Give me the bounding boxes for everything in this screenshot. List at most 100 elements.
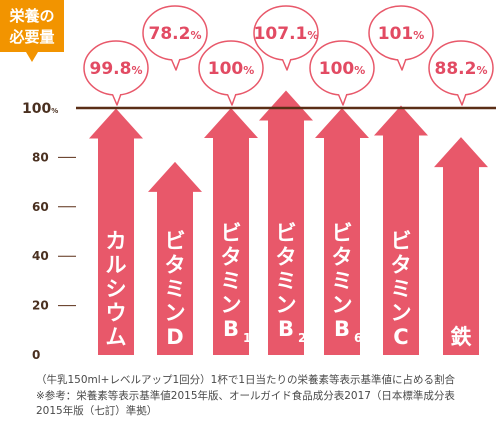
bubble-tail-fill xyxy=(227,92,236,102)
bubble-tail-fill xyxy=(171,57,180,67)
bar-label-char: ン xyxy=(391,301,412,325)
bar-label-char: D xyxy=(166,325,183,349)
value-bubble: 107.1% xyxy=(253,5,319,71)
badge-text-line-1: 栄養の xyxy=(8,7,54,25)
footnote-line-2: ※参考：栄養素等表示基準値2015年版、オールガイド食品成分表2017（日本標準… xyxy=(36,389,455,402)
bubble-value-unit: % xyxy=(413,29,424,42)
bar-label-char: ビ xyxy=(276,221,297,245)
value-bubble: 88.2% xyxy=(428,40,494,106)
bubble-tail-fill xyxy=(338,92,347,102)
footnote: （牛乳150ml+レベルアップ1回分）1杯で1日当たりの栄養素等表示基準値に占め… xyxy=(36,373,496,420)
bar-label-subscript: 1 xyxy=(243,331,251,345)
bar xyxy=(259,90,313,355)
bar-label-char: ム xyxy=(106,325,127,349)
bar-label-char: タ xyxy=(276,245,297,269)
bubble-value-unit: % xyxy=(131,64,142,77)
value-bubble: 78.2% xyxy=(142,5,208,71)
bar-group: ビタミン B 2 xyxy=(259,90,313,355)
bubble-value-label: 100% xyxy=(208,59,255,79)
bubble-value-unit: % xyxy=(190,29,201,42)
y-tick-label: 80 xyxy=(32,150,49,164)
value-bubble: 101% xyxy=(368,5,434,71)
bar xyxy=(204,108,258,355)
bar-label-char: ビ xyxy=(165,229,186,253)
badge-pointer xyxy=(26,52,38,62)
bar-label-char: ビ xyxy=(332,221,353,245)
bar-label-char: B xyxy=(223,317,239,341)
bar-label-subscript: 2 xyxy=(298,331,306,345)
bubble-tail-fill xyxy=(457,92,466,102)
bubble-value-number: 101 xyxy=(378,24,414,44)
bar-label: 鉄 xyxy=(451,325,472,349)
bubble-value-label: 107.1% xyxy=(254,24,319,44)
y-tick-label: 20 xyxy=(32,299,49,313)
bubble-value-label: 101% xyxy=(378,24,425,44)
value-bubble: 99.8% xyxy=(83,40,149,106)
bar xyxy=(148,161,202,355)
bar-label-char: C xyxy=(393,325,408,349)
footnote-line-3: 2015年版（七訂）準拠） xyxy=(36,405,158,417)
bar-label-char: タ xyxy=(391,253,412,277)
bar-label: ビタミン B xyxy=(332,221,353,341)
bar-label-char: ビ xyxy=(221,221,242,245)
bar-label-char: カ xyxy=(106,229,127,253)
bubble-tail-fill xyxy=(397,57,406,67)
bubble-value-label: 88.2% xyxy=(435,59,488,79)
bubble-value-label: 78.2% xyxy=(149,24,202,44)
bar-label-char: ミ xyxy=(221,269,242,293)
bar-group: ビタミン C xyxy=(374,105,428,355)
value-bubble: 100% xyxy=(198,40,264,106)
bar-label-char: ウ xyxy=(106,301,127,325)
bubble-value-number: 100 xyxy=(208,59,244,79)
value-bubble: 100% xyxy=(309,40,375,106)
bar-group: カルシウム xyxy=(89,108,143,355)
bar-label-char: 鉄 xyxy=(451,325,472,349)
y-tick-label: 40 xyxy=(32,249,49,263)
bar-label: カルシウム xyxy=(106,229,127,349)
bar-label-char: ン xyxy=(332,293,353,317)
bubble-tail-fill xyxy=(112,92,121,102)
bar-group: ビタミン B 1 xyxy=(204,108,258,355)
badge-bg xyxy=(0,0,64,52)
bubble-value-unit: % xyxy=(354,64,365,77)
bubble-value-number: 107.1 xyxy=(254,24,308,44)
bar-label: ビタミン C xyxy=(391,229,412,349)
bar-label: ビタミン D xyxy=(165,229,186,349)
bar-label-char: B xyxy=(334,317,350,341)
bar-label-char: ビ xyxy=(391,229,412,253)
badge-text-line-2: 必要量 xyxy=(8,28,54,46)
bar-label-subscript: 6 xyxy=(354,331,362,345)
reference-label: 100% xyxy=(22,101,58,117)
y-tick-label: 0 xyxy=(32,348,40,362)
bar-label-char: タ xyxy=(221,245,242,269)
bar-label-char: ン xyxy=(165,301,186,325)
bar-label-char: ミ xyxy=(332,269,353,293)
bar xyxy=(89,108,143,355)
bar-label-char: タ xyxy=(332,245,353,269)
bar xyxy=(374,105,428,355)
y-tick-label: 60 xyxy=(32,200,49,214)
bubble-value-unit: % xyxy=(307,29,318,42)
bubble-value-label: 99.8% xyxy=(90,59,143,79)
bar-label-char: タ xyxy=(165,253,186,277)
bar-label-char: ミ xyxy=(391,277,412,301)
bar xyxy=(315,108,369,355)
bar-label-char: ミ xyxy=(165,277,186,301)
bubble-value-unit: % xyxy=(243,64,254,77)
bar-group: 鉄 xyxy=(434,137,488,355)
bubble-tail-fill xyxy=(282,57,291,67)
bar-label-char: ル xyxy=(106,253,127,277)
bubble-value-number: 100 xyxy=(319,59,355,79)
bubble-value-number: 99.8 xyxy=(90,59,132,79)
bar-group: ビタミン B 6 xyxy=(315,108,369,355)
bubble-value-number: 78.2 xyxy=(149,24,191,44)
bubble-value-label: 100% xyxy=(319,59,366,79)
bar-label-char: ン xyxy=(276,293,297,317)
bubble-value-unit: % xyxy=(476,64,487,77)
bubble-value-number: 88.2 xyxy=(435,59,477,79)
footnote-line-1: （牛乳150ml+レベルアップ1回分）1杯で1日当たりの栄養素等表示基準値に占め… xyxy=(36,374,456,386)
bar-label-char: B xyxy=(278,317,294,341)
